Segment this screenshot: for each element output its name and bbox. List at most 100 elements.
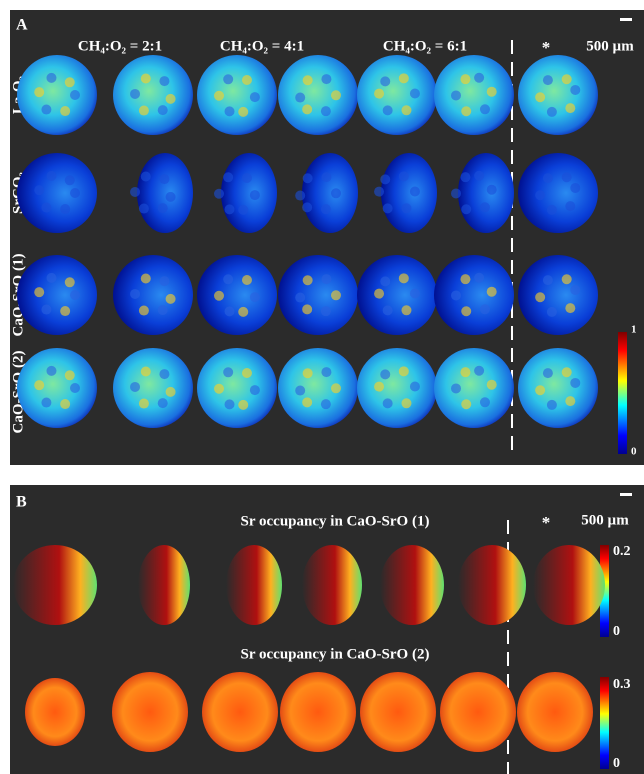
image-blob [159, 76, 169, 86]
image-blob [70, 290, 80, 300]
image-blob [321, 106, 331, 116]
image-blob [46, 366, 56, 376]
image-blob [383, 305, 393, 315]
image-blob [139, 306, 149, 316]
image-blob [374, 382, 384, 392]
column-header: CH₄:O₂ = 6:1 [383, 38, 467, 54]
image-blob [141, 274, 151, 284]
image-blob [451, 90, 461, 100]
image-blob [238, 400, 248, 410]
column-header: CH₄:O₂ = 2:1 [78, 38, 162, 54]
image-blob [65, 77, 75, 87]
image-blob [158, 398, 168, 408]
image-blob [70, 188, 80, 198]
image-blob [34, 185, 44, 195]
image-blob [547, 400, 557, 410]
image-blob [46, 73, 56, 83]
image-blob [383, 105, 393, 115]
image-blob [383, 398, 393, 408]
image-blob [139, 399, 149, 409]
image-blob [321, 274, 331, 284]
image-blob [60, 399, 70, 409]
image-blob [60, 106, 70, 116]
colorbar-min: 0 [613, 756, 620, 771]
image-blob [159, 276, 169, 286]
image-blob [197, 255, 277, 335]
image-blob [130, 289, 140, 299]
image-blob [458, 153, 514, 233]
image-blob [374, 187, 384, 197]
image-blob [225, 204, 235, 214]
image-blob [278, 255, 358, 335]
image-blob [197, 55, 277, 135]
image-blob [565, 396, 575, 406]
image-blob [380, 174, 390, 184]
image-blob [225, 306, 235, 316]
column-header: CH₄:O₂ = 4:1 [220, 38, 304, 54]
image-blob [460, 367, 470, 377]
image-blob [302, 304, 312, 314]
image-blob [242, 173, 252, 183]
image-blob [70, 383, 80, 393]
image-blob [460, 172, 470, 182]
image-blob [474, 73, 484, 83]
image-blob [303, 173, 313, 183]
image-blob [458, 545, 526, 625]
image-blob [321, 74, 331, 84]
image-blob [158, 305, 168, 315]
image-blob [357, 55, 437, 135]
image-blob [223, 74, 233, 84]
image-blob [250, 385, 260, 395]
image-blob [302, 545, 362, 625]
image-blob [214, 91, 224, 101]
image-blob [565, 103, 575, 113]
image-blob [535, 385, 545, 395]
image-blob [17, 153, 97, 233]
image-blob [374, 289, 384, 299]
image-blob [141, 74, 151, 84]
row-title: Sr occupancy in CaO-SrO (1) [241, 513, 430, 529]
image-blob [214, 291, 224, 301]
image-blob [410, 382, 420, 392]
image-blob [487, 185, 497, 195]
image-blob [303, 368, 313, 378]
image-blob [34, 380, 44, 390]
image-blob [518, 153, 598, 233]
image-blob [357, 255, 437, 335]
image-blob [570, 85, 580, 95]
image-blob [543, 368, 553, 378]
image-blob [570, 285, 580, 295]
image-blob [166, 387, 176, 397]
image-blob [295, 93, 305, 103]
image-blob [321, 172, 331, 182]
image-blob [70, 90, 80, 100]
image-blob [321, 367, 331, 377]
image-blob [113, 55, 193, 135]
image-blob [139, 106, 149, 116]
image-blob [480, 397, 490, 407]
image-blob [474, 366, 484, 376]
image-blob [295, 191, 305, 201]
image-blob [166, 294, 176, 304]
image-blob [410, 289, 420, 299]
image-blob [474, 171, 484, 181]
image-blob [41, 398, 51, 408]
image-blob [451, 290, 461, 300]
image-blob [65, 277, 75, 287]
image-blob [547, 307, 557, 317]
image-blob [487, 87, 497, 97]
image-blob [434, 55, 514, 135]
image-blob [451, 188, 461, 198]
image-blob [197, 348, 277, 428]
image-blob [565, 303, 575, 313]
image-blob [158, 203, 168, 213]
image-blob [34, 287, 44, 297]
image-blob [380, 276, 390, 286]
image-blob [460, 274, 470, 284]
image-blob [565, 201, 575, 211]
image-blob [137, 153, 193, 233]
image-blob [461, 306, 471, 316]
image-blob [543, 275, 553, 285]
colorbar-min: 0 [613, 624, 620, 639]
image-blob [570, 378, 580, 388]
